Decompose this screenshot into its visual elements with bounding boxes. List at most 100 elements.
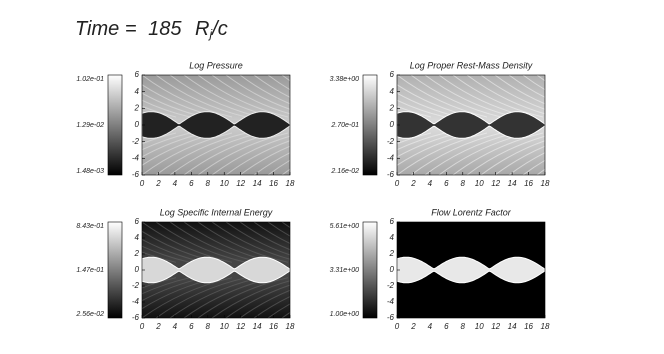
y-tick-label: -6 bbox=[387, 170, 395, 179]
x-tick-label: 12 bbox=[236, 322, 245, 331]
y-tick-label: -4 bbox=[387, 153, 395, 162]
streak bbox=[397, 132, 460, 158]
streak bbox=[239, 222, 290, 251]
y-tick-label: -4 bbox=[387, 297, 395, 306]
streak bbox=[466, 135, 545, 175]
y-tick-label: 4 bbox=[135, 233, 140, 242]
colorbar-label: 2.70e-01 bbox=[330, 122, 359, 129]
jet-cocoon bbox=[142, 256, 290, 284]
streak bbox=[410, 75, 502, 118]
y-tick-label: -4 bbox=[132, 297, 140, 306]
streak bbox=[142, 132, 191, 151]
streak bbox=[239, 289, 290, 318]
streak bbox=[155, 132, 247, 175]
jet-cocoon bbox=[397, 111, 545, 139]
x-tick-label: 8 bbox=[206, 322, 211, 331]
colorbar-label: 1.48e-03 bbox=[76, 168, 104, 175]
x-tick-label: 4 bbox=[173, 322, 178, 331]
x-tick-label: 4 bbox=[428, 179, 433, 188]
streak bbox=[397, 99, 446, 118]
x-tick-label: 4 bbox=[173, 179, 178, 188]
y-tick-label: 2 bbox=[389, 249, 395, 258]
y-tick-label: 4 bbox=[135, 87, 140, 96]
x-tick-label: 18 bbox=[286, 179, 295, 188]
streak bbox=[239, 145, 290, 175]
streak bbox=[169, 75, 261, 118]
colorbar bbox=[107, 74, 123, 176]
streak bbox=[397, 132, 432, 145]
colorbar-label: 1.47e-01 bbox=[76, 267, 104, 274]
streak bbox=[142, 277, 177, 289]
streak bbox=[424, 132, 516, 175]
x-tick-label: 10 bbox=[475, 322, 484, 331]
x-tick-label: 8 bbox=[461, 322, 466, 331]
x-tick-label: 8 bbox=[206, 179, 211, 188]
streak bbox=[142, 75, 233, 118]
y-tick-label: -2 bbox=[132, 281, 140, 290]
streak bbox=[397, 105, 432, 118]
panel-title: Log Pressure bbox=[189, 60, 243, 70]
x-tick-label: 6 bbox=[444, 179, 449, 188]
field-image bbox=[397, 222, 545, 318]
streak bbox=[424, 75, 516, 118]
streak bbox=[225, 284, 290, 318]
x-tick-label: 2 bbox=[155, 179, 161, 188]
panel-title: Log Specific Internal Energy bbox=[160, 207, 273, 217]
x-tick-label: 14 bbox=[253, 322, 262, 331]
streak bbox=[494, 75, 545, 105]
streak bbox=[253, 222, 290, 244]
y-tick-label: 6 bbox=[390, 70, 395, 79]
colorbar bbox=[362, 74, 378, 176]
colorbar-label: 8.43e-01 bbox=[76, 223, 104, 230]
y-tick-label: -2 bbox=[387, 137, 395, 146]
streak bbox=[142, 132, 177, 145]
streak bbox=[267, 159, 290, 175]
streak bbox=[452, 75, 544, 118]
y-tick-label: -4 bbox=[132, 153, 140, 162]
streak bbox=[211, 280, 290, 318]
streak bbox=[536, 168, 545, 175]
streak bbox=[169, 132, 261, 175]
x-tick-label: 6 bbox=[189, 179, 194, 188]
streak bbox=[508, 152, 545, 175]
streak bbox=[253, 152, 290, 175]
streak bbox=[397, 92, 460, 118]
streak bbox=[142, 132, 205, 158]
panel-title: Flow Lorentz Factor bbox=[431, 207, 512, 217]
y-tick-label: 6 bbox=[390, 217, 395, 226]
panel-title: Log Proper Rest-Mass Density bbox=[410, 60, 533, 70]
figure-title: Time = 185 Rj/c bbox=[75, 18, 228, 41]
streak bbox=[508, 75, 545, 98]
y-tick-label: -2 bbox=[387, 281, 395, 290]
jet-cocoon bbox=[142, 111, 290, 139]
streak bbox=[494, 145, 545, 175]
x-tick-label: 16 bbox=[524, 322, 533, 331]
x-tick-label: 14 bbox=[508, 179, 517, 188]
y-tick-label: 6 bbox=[135, 70, 140, 79]
streak bbox=[225, 75, 290, 110]
streak bbox=[466, 75, 545, 115]
streak bbox=[142, 222, 233, 263]
streak bbox=[155, 277, 247, 318]
x-tick-label: 0 bbox=[395, 179, 400, 188]
streak bbox=[211, 75, 290, 115]
y-tick-label: -6 bbox=[132, 313, 140, 322]
streak bbox=[522, 75, 545, 91]
streak bbox=[397, 75, 488, 118]
streak bbox=[197, 222, 289, 263]
x-tick-label: 16 bbox=[524, 179, 533, 188]
streak bbox=[253, 75, 290, 98]
x-tick-label: 16 bbox=[269, 179, 278, 188]
x-tick-label: 14 bbox=[253, 179, 262, 188]
y-tick-label: -2 bbox=[132, 137, 140, 146]
streak bbox=[211, 135, 290, 175]
streak bbox=[253, 296, 290, 318]
x-tick-label: 0 bbox=[140, 179, 145, 188]
x-tick-label: 18 bbox=[541, 179, 550, 188]
x-tick-label: 0 bbox=[395, 322, 400, 331]
streak bbox=[142, 92, 205, 118]
y-tick-label: 0 bbox=[390, 120, 395, 129]
x-tick-label: 10 bbox=[220, 179, 229, 188]
x-tick-label: 18 bbox=[286, 322, 295, 331]
